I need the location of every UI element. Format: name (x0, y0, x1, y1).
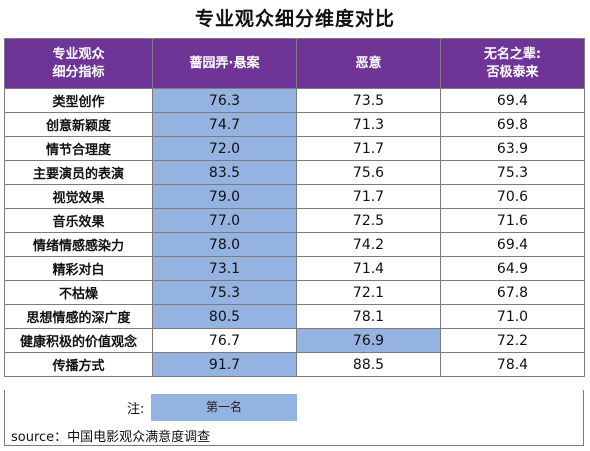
header-film-3-line1: 无名之辈: (483, 46, 542, 62)
table-row: 创意新颖度 74.7 71.3 69.8 (4, 112, 585, 137)
cell-film-3: 69.4 (440, 232, 585, 257)
cell-film-1: 75.3 (152, 280, 297, 305)
cell-film-2: 74.2 (296, 232, 441, 257)
row-label: 主要演员的表演 (4, 160, 153, 185)
header-indicator-line2: 细分指标 (52, 64, 105, 80)
cell-film-2: 73.5 (296, 88, 441, 113)
row-label: 传播方式 (4, 352, 153, 377)
row-label: 健康积极的价值观念 (4, 328, 153, 353)
table-title: 专业观众细分维度对比 (194, 8, 395, 30)
header-film-3-line2: 否极泰来 (486, 64, 539, 80)
note-label: 注: (127, 402, 145, 417)
cell-film-3: 71.0 (440, 304, 585, 329)
cell-film-2: 71.7 (296, 184, 441, 209)
cell-film-1: 79.0 (152, 184, 297, 209)
row-label: 情节合理度 (4, 136, 153, 161)
cell-film-1: 83.5 (152, 160, 297, 185)
table-row: 健康积极的价值观念 76.7 76.9 72.2 (4, 328, 585, 353)
cell-film-2: 76.9 (296, 328, 441, 353)
legend-first-place: 第一名 (151, 394, 297, 421)
table-footer: 注: 第一名 source：中国电影观众满意度调查 (4, 390, 584, 446)
cell-film-1: 91.7 (152, 352, 297, 377)
cell-film-1: 76.3 (152, 88, 297, 113)
cell-film-3: 67.8 (440, 280, 585, 305)
header-indicator-line1: 专业观众 (52, 46, 105, 62)
row-label: 精彩对白 (4, 256, 153, 281)
cell-film-3: 70.6 (440, 184, 585, 209)
table-row: 情绪情感感染力 78.0 74.2 69.4 (4, 232, 585, 257)
cell-film-2: 75.6 (296, 160, 441, 185)
cell-film-3: 64.9 (440, 256, 585, 281)
cell-film-3: 63.9 (440, 136, 585, 161)
row-label: 思想情感的深广度 (4, 304, 153, 329)
row-label: 创意新颖度 (4, 112, 153, 137)
cell-film-1: 74.7 (152, 112, 297, 137)
cell-film-3: 75.3 (440, 160, 585, 185)
header-film-1: 蔷园弄·悬案 (152, 38, 297, 89)
source-note: source：中国电影观众满意度调查 (11, 430, 211, 445)
cell-film-2: 71.3 (296, 112, 441, 137)
comparison-table: 专业观众 细分指标 蔷园弄·悬案 恶意 无名之辈: 否极泰来 类型创作 76.3 7… (4, 38, 585, 377)
cell-film-1: 80.5 (152, 304, 297, 329)
table-row: 思想情感的深广度 80.5 78.1 71.0 (4, 304, 585, 329)
cell-film-1: 78.0 (152, 232, 297, 257)
table-row: 不枯燥 75.3 72.1 67.8 (4, 280, 585, 305)
cell-film-1: 72.0 (152, 136, 297, 161)
table-row: 视觉效果 79.0 71.7 70.6 (4, 184, 585, 209)
table-row: 类型创作 76.3 73.5 69.4 (4, 88, 585, 113)
cell-film-2: 72.5 (296, 208, 441, 233)
table-row: 主要演员的表演 83.5 75.6 75.3 (4, 160, 585, 185)
cell-film-2: 71.7 (296, 136, 441, 161)
cell-film-2: 72.1 (296, 280, 441, 305)
cell-film-2: 88.5 (296, 352, 441, 377)
cell-film-3: 69.4 (440, 88, 585, 113)
table-row: 情节合理度 72.0 71.7 63.9 (4, 136, 585, 161)
cell-film-3: 71.6 (440, 208, 585, 233)
header-row: 专业观众 细分指标 蔷园弄·悬案 恶意 无名之辈: 否极泰来 (4, 38, 585, 89)
cell-film-1: 73.1 (152, 256, 297, 281)
row-label: 音乐效果 (4, 208, 153, 233)
cell-film-3: 78.4 (440, 352, 585, 377)
row-label: 情绪情感感染力 (4, 232, 153, 257)
row-label: 类型创作 (4, 88, 153, 113)
cell-film-3: 72.2 (440, 328, 585, 353)
header-film-2: 恶意 (296, 38, 441, 89)
cell-film-2: 71.4 (296, 256, 441, 281)
cell-film-2: 78.1 (296, 304, 441, 329)
cell-film-1: 77.0 (152, 208, 297, 233)
row-label: 视觉效果 (4, 184, 153, 209)
cell-film-3: 69.8 (440, 112, 585, 137)
header-indicator: 专业观众 细分指标 (4, 38, 153, 89)
header-film-3: 无名之辈: 否极泰来 (440, 38, 585, 89)
table-row: 传播方式 91.7 88.5 78.4 (4, 352, 585, 377)
table-row: 精彩对白 73.1 71.4 64.9 (4, 256, 585, 281)
row-label: 不枯燥 (4, 280, 153, 305)
cell-film-1: 76.7 (152, 328, 297, 353)
table-row: 音乐效果 77.0 72.5 71.6 (4, 208, 585, 233)
